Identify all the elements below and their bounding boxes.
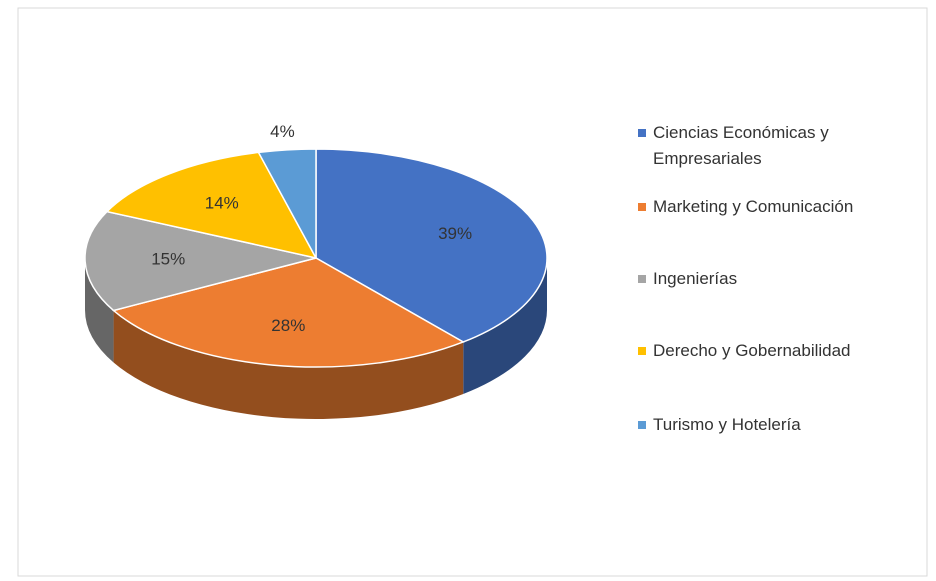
legend-label: Ciencias Económicas y Empresariales — [653, 123, 829, 168]
legend-item: Turismo y Hotelería — [636, 412, 903, 438]
data-label: 15% — [151, 250, 185, 269]
legend-swatch — [638, 129, 646, 137]
slice — [84, 210, 317, 312]
slice-side — [85, 258, 114, 363]
slice — [105, 151, 318, 260]
legend-swatch — [638, 203, 646, 211]
legend-label: Derecho y Gobernabilidad — [653, 341, 851, 360]
legend-label: Marketing y Comunicación — [653, 197, 854, 216]
data-label: 39% — [438, 224, 472, 243]
legend-item: Ingenierías — [636, 266, 903, 292]
data-label: 28% — [271, 316, 305, 335]
slice — [111, 257, 465, 368]
slice-side — [113, 310, 464, 419]
legend: Ciencias Económicas y Empresariales Marke… — [636, 120, 926, 438]
data-label: 4% — [270, 122, 295, 141]
data-label: 14% — [205, 194, 239, 213]
legend-swatch — [638, 421, 646, 429]
chart-frame — [17, 7, 928, 577]
slice — [257, 148, 317, 259]
legend-swatch — [638, 275, 646, 283]
legend-item: Marketing y Comunicación — [636, 194, 903, 220]
legend-label: Ingenierías — [653, 269, 738, 288]
slice-side — [463, 258, 547, 394]
legend-swatch — [638, 347, 646, 355]
legend-label: Turismo y Hotelería — [653, 415, 801, 434]
legend-item: Derecho y Gobernabilidad — [636, 338, 903, 364]
slice — [315, 148, 548, 343]
legend-item: Ciencias Económicas y Empresariales — [636, 120, 903, 172]
